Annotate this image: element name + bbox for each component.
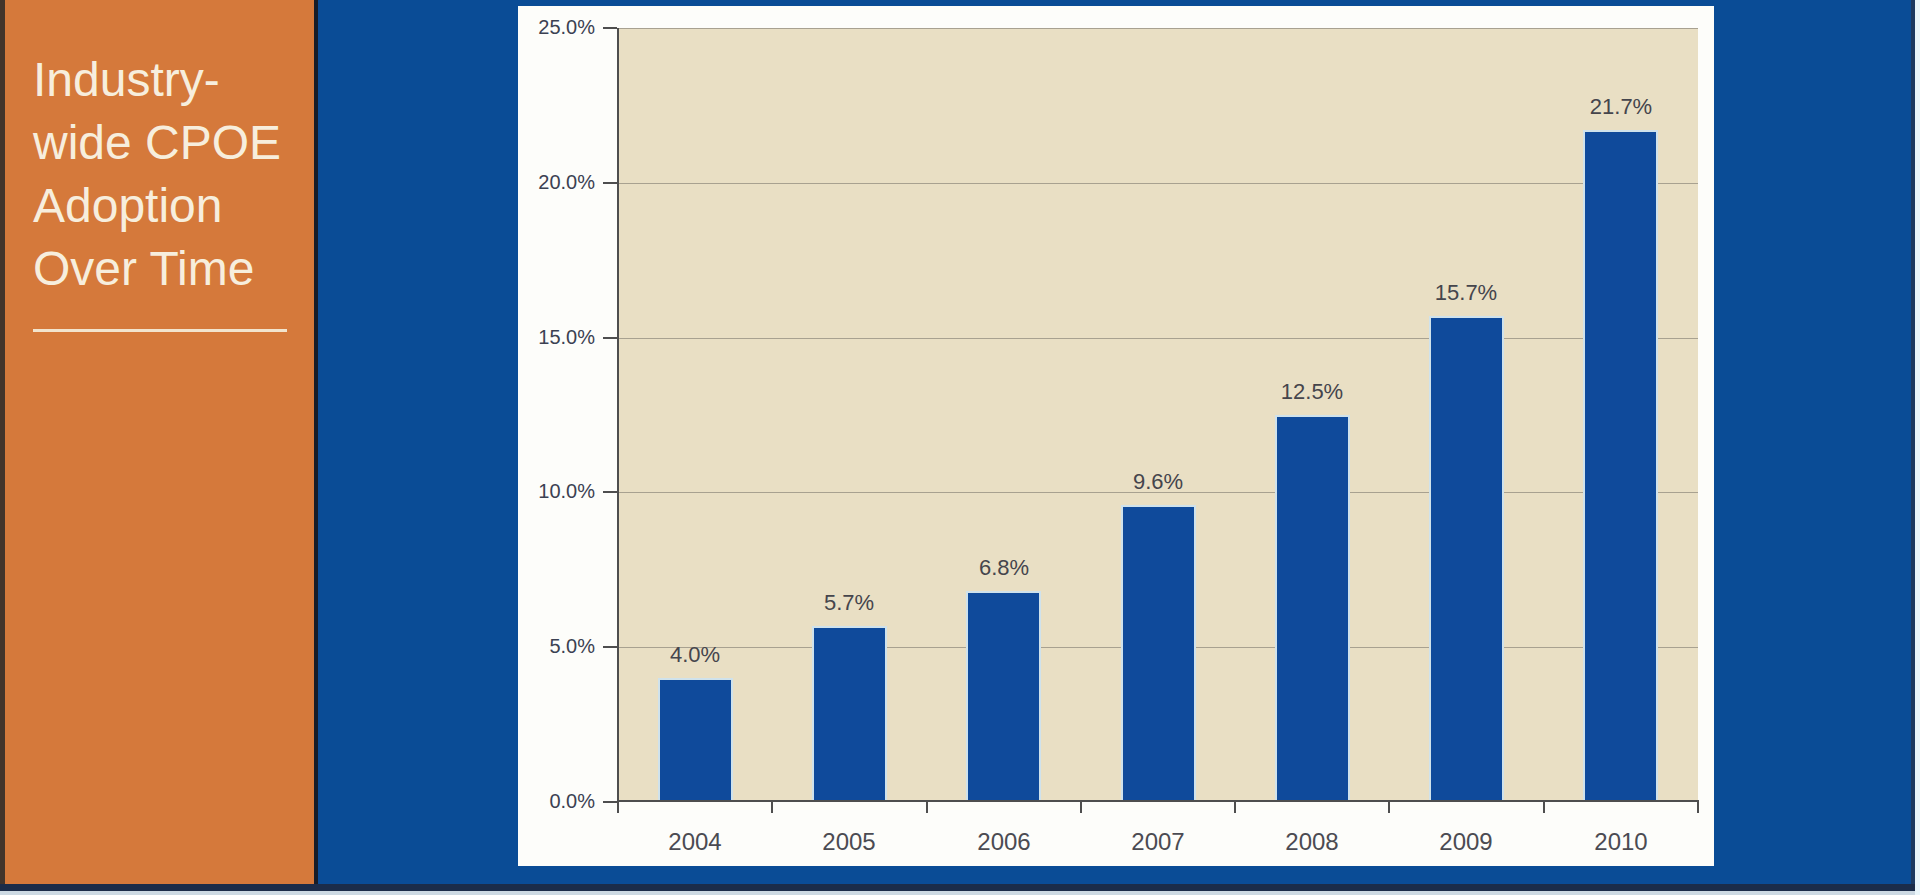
y-axis-tick: [603, 182, 617, 184]
bar: [1275, 415, 1350, 802]
page-edge-right: [1915, 0, 1920, 895]
slide-title-line: wide CPOE: [33, 111, 281, 174]
x-axis-tick: [1543, 802, 1545, 813]
bar-value-label: 12.5%: [1235, 379, 1389, 405]
bar: [966, 591, 1041, 802]
bar-value-label: 6.8%: [927, 555, 1081, 581]
x-axis-tick: [1080, 802, 1082, 813]
slide-title: Industry- wide CPOE Adoption Over Time: [33, 48, 281, 300]
slide-page: Industry- wide CPOE Adoption Over Time 4…: [0, 0, 1920, 895]
sidebar: Industry- wide CPOE Adoption Over Time: [5, 0, 314, 884]
y-axis-tick: [603, 337, 617, 339]
slide-body: 4.0%5.7%6.8% 9.6% 12.5% 15.7% 21.7% 0.0% 5.0%…: [318, 0, 1911, 884]
slide-bottom-border: [0, 884, 1915, 891]
slide-title-line: Industry-: [33, 48, 281, 111]
x-axis-tick: [1697, 802, 1699, 813]
gridline: [618, 338, 1698, 339]
x-tick-label: 2008: [1235, 828, 1389, 856]
bar-value-label: 4.0%: [618, 642, 772, 668]
bar-value-label: 21.7%: [1544, 94, 1698, 120]
x-tick-label: 2010: [1544, 828, 1698, 856]
x-axis-tick: [1388, 802, 1390, 813]
y-axis-tick: [603, 646, 617, 648]
plot-area: 4.0%5.7%6.8% 9.6% 12.5% 15.7% 21.7%: [618, 28, 1698, 802]
y-tick-label: 10.0%: [515, 480, 595, 503]
chart-panel: 4.0%5.7%6.8% 9.6% 12.5% 15.7% 21.7% 0.0% 5.0%…: [518, 6, 1714, 866]
y-tick-label: 20.0%: [515, 171, 595, 194]
gridline: [618, 183, 1698, 184]
y-tick-label: 0.0%: [515, 790, 595, 813]
y-tick-label: 5.0%: [515, 635, 595, 658]
x-axis-tick: [926, 802, 928, 813]
y-axis-tick: [603, 27, 617, 29]
x-axis-tick: [1234, 802, 1236, 813]
bar: [1121, 505, 1196, 802]
y-axis-tick: [603, 801, 617, 803]
y-tick-label: 25.0%: [515, 16, 595, 39]
y-axis: [617, 28, 619, 802]
y-axis-tick: [603, 491, 617, 493]
title-underline: [33, 329, 287, 332]
slide-title-line: Over Time: [33, 237, 281, 300]
bar: [1429, 316, 1504, 802]
y-tick-label: 15.0%: [515, 326, 595, 349]
x-tick-label: 2005: [772, 828, 926, 856]
bar-value-label: 15.7%: [1389, 280, 1543, 306]
x-tick-label: 2006: [927, 828, 1081, 856]
x-tick-label: 2004: [618, 828, 772, 856]
x-tick-label: 2009: [1389, 828, 1543, 856]
page-edge-bottom: [0, 891, 1915, 895]
bar: [658, 678, 733, 802]
bar-value-label: 5.7%: [772, 590, 926, 616]
bar: [1583, 130, 1658, 802]
x-axis: [617, 800, 1699, 802]
bar: [812, 626, 887, 802]
slide-title-line: Adoption: [33, 174, 281, 237]
x-axis-tick: [771, 802, 773, 813]
gridline: [618, 28, 1698, 29]
x-tick-label: 2007: [1081, 828, 1235, 856]
x-axis-tick: [617, 802, 619, 813]
bar-value-label: 9.6%: [1081, 469, 1235, 495]
